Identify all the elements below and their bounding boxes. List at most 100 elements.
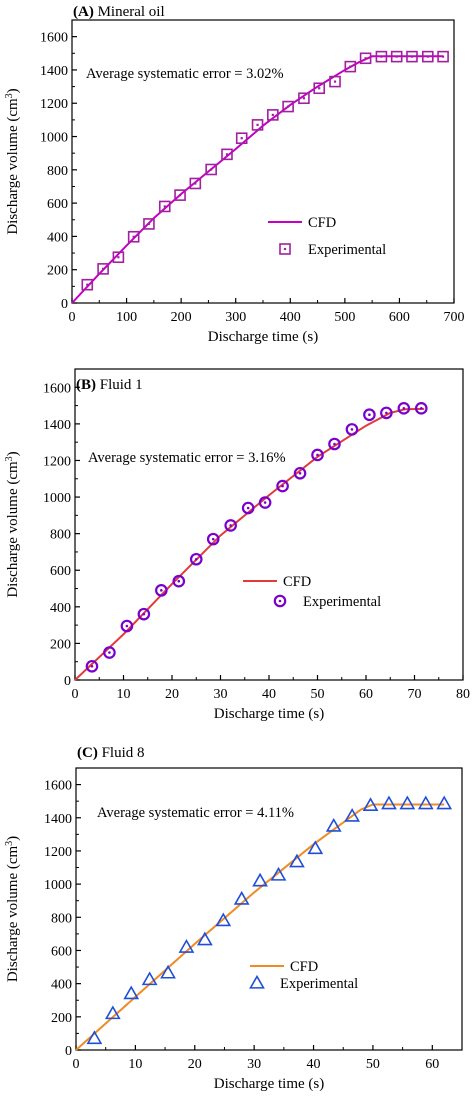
experimental-point [81,278,94,291]
error-annotation: Average systematic error = 3.16% [88,450,286,466]
experimental-point [375,50,388,63]
y-tick-label: 0 [61,297,68,312]
y-tick-label: 1200 [43,454,71,469]
x-tick-label: 400 [280,310,301,325]
y-tick-label: 1000 [40,131,68,146]
experimental-point [328,437,341,451]
experimental-point [160,964,176,979]
experimental-point [267,109,279,121]
experimental-point-dot [318,87,321,90]
experimental-point-dot [271,113,274,116]
experimental-point-dot [441,55,445,58]
y-tick-label: 1600 [40,31,68,46]
legend-experimental-swatch-dot [283,247,287,251]
experimental-point [233,890,250,905]
experimental-point-dot [147,222,151,226]
experimental-point-dot [177,579,181,583]
experimental-point [235,132,248,144]
y-tick-label: 1000 [44,878,72,893]
y-axis-title: Discharge volume (cm3) [4,451,21,597]
experimental-point-dot [410,55,414,58]
experimental-point [276,479,289,493]
plot-frame [71,19,455,304]
experimental-point [241,501,255,515]
y-tick-label: 800 [50,528,71,543]
experimental-point [414,402,428,415]
experimental-point [206,532,220,546]
experimental-point [189,177,202,190]
experimental-point-dot [163,205,166,208]
x-tick-label: 0 [73,1057,80,1072]
experimental-point [221,148,233,161]
x-tick-label: 40 [262,687,276,702]
experimental-point-dot [225,153,229,156]
experimental-point-dot [263,501,267,504]
y-tick-label: 0 [64,674,71,689]
x-tick-label: 60 [359,687,373,702]
x-axis-title: Discharge time (s) [214,1076,325,1092]
experimental-point [215,912,232,927]
experimental-point [189,552,203,566]
legend-experimental-label: Experimental [280,976,358,992]
experimental-point [270,866,287,881]
experimental-point [399,795,416,810]
y-tick-label: 600 [51,944,72,959]
experimental-point [298,92,310,105]
x-tick-label: 200 [171,310,192,325]
experimental-point [406,50,418,63]
experimental-point-dot [142,612,146,616]
y-axis-title: Discharge volume (cm3) [4,836,21,982]
experimental-point-dot [368,413,371,417]
x-tick-label: 500 [334,310,355,325]
panel-title: (A) Mineral oil [73,4,165,20]
experimental-point [293,466,307,480]
experimental-point [313,82,326,95]
experimental-point-dot [125,624,129,628]
experimental-point-dot [256,123,259,126]
experimental-point-dot [333,442,336,446]
chart-panel-a: 0 100 200 300 400 500 600 700 0 200 400 600 800 1000 1… [4,4,465,345]
experimental-point [307,840,324,855]
y-axis-title: Discharge volume (cm3) [4,88,21,234]
y-tick-label: 200 [50,637,71,652]
experimental-point [380,406,393,420]
experimental-point-dot [395,55,398,58]
experimental-point [172,574,186,588]
y-tick-label: 1200 [40,97,68,112]
experimental-point [362,797,379,811]
experimental-point [363,408,376,422]
legend-experimental-label: Experimental [303,594,381,610]
x-tick-label: 10 [117,687,131,702]
experimental-point [289,853,305,868]
x-tick-label: 0 [69,310,76,325]
experimental-point [112,251,125,264]
experimental-point [137,607,151,621]
x-tick-label: 40 [307,1057,321,1072]
legend-experimental-swatch [279,243,291,255]
y-tick-label: 1400 [43,418,71,433]
y-tick-label: 1600 [43,381,71,396]
cfd-line [75,803,445,1051]
y-tick-label: 1200 [44,845,72,860]
experimental-point [437,50,449,63]
experimental-point [436,795,453,810]
x-tick-label: 80 [456,687,470,702]
x-tick-label: 600 [389,310,410,325]
y-tick-label: 200 [51,1011,72,1026]
experimental-point [97,263,109,275]
x-tick-label: 700 [444,310,465,325]
experimental-point-dot [178,194,182,197]
experimental-point [178,939,195,953]
experimental-point-dot [298,471,302,475]
cfd-line [71,55,444,304]
legend-cfd-label: CFD [283,574,311,590]
experimental-point-dot [86,283,89,286]
y-tick-label: 600 [47,197,68,212]
experimental-point-dot [349,65,352,68]
x-tick-label: 30 [214,687,228,702]
experimental-point [123,985,140,1000]
x-tick-label: 10 [128,1057,142,1072]
legend-cfd-label: CFD [308,215,336,231]
error-annotation: Average systematic error = 4.11% [97,805,294,821]
